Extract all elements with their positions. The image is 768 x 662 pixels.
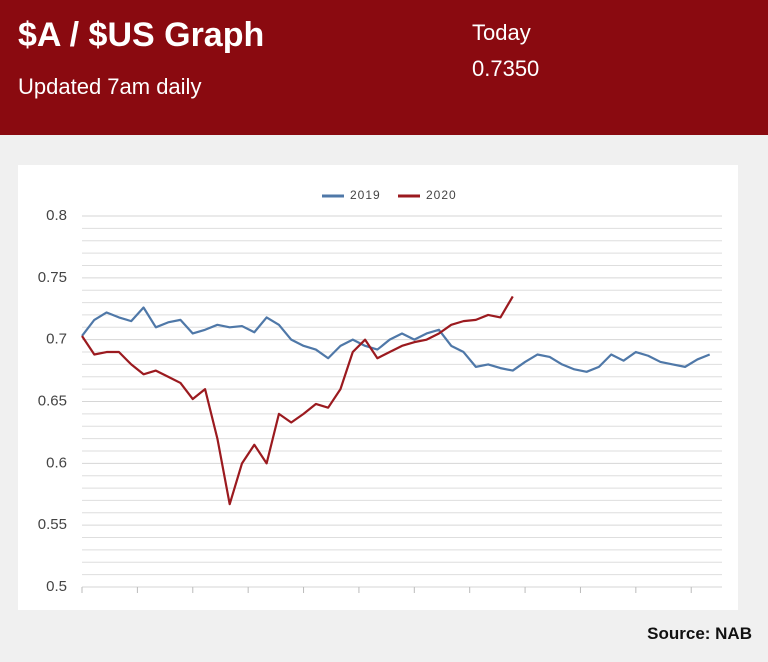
y-tick-label: 0.6 bbox=[46, 454, 67, 471]
legend-text: 2020 bbox=[426, 188, 457, 202]
series-line bbox=[81, 295, 514, 506]
y-tick-label: 0.55 bbox=[38, 516, 67, 533]
header: $A / $US Graph Updated 7am daily Today 0… bbox=[0, 0, 768, 135]
chart-panel bbox=[18, 165, 738, 610]
y-tick-label: 0.7 bbox=[46, 331, 67, 348]
y-tick-label: 0.5 bbox=[46, 578, 67, 595]
subtitle: Updated 7am daily bbox=[18, 74, 202, 99]
source: Source: NAB bbox=[647, 624, 752, 643]
today-label: Today bbox=[472, 20, 531, 45]
series-line bbox=[81, 306, 711, 373]
title: $A / $US Graph bbox=[18, 16, 265, 54]
today-value: 0.7350 bbox=[472, 56, 540, 81]
y-tick-label: 0.65 bbox=[38, 392, 67, 409]
legend-text: 2019 bbox=[350, 188, 381, 202]
y-tick-label: 0.8 bbox=[46, 207, 67, 224]
y-tick-label: 0.75 bbox=[38, 269, 67, 286]
